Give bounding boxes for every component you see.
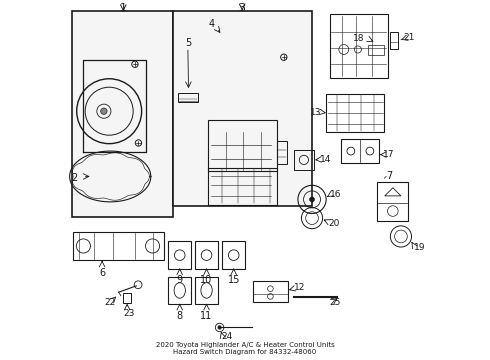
Bar xyxy=(326,94,384,132)
Bar xyxy=(341,139,379,163)
Text: 4: 4 xyxy=(208,19,215,29)
Text: 6: 6 xyxy=(99,268,105,278)
Text: 17: 17 xyxy=(383,150,395,159)
Bar xyxy=(368,45,384,55)
Text: 10: 10 xyxy=(200,275,213,285)
Text: 1: 1 xyxy=(120,3,127,13)
Text: 8: 8 xyxy=(177,311,183,320)
Text: 25: 25 xyxy=(330,298,341,307)
Bar xyxy=(195,277,218,304)
Text: 2020 Toyota Highlander A/C & Heater Control Units
Hazard Switch Diagram for 8433: 2020 Toyota Highlander A/C & Heater Cont… xyxy=(156,342,334,355)
Bar xyxy=(195,242,218,269)
Text: 13: 13 xyxy=(310,108,322,117)
Bar xyxy=(294,150,314,170)
Circle shape xyxy=(101,108,107,114)
Bar xyxy=(178,93,198,102)
Text: 19: 19 xyxy=(414,243,425,252)
Bar xyxy=(72,11,172,217)
Text: 23: 23 xyxy=(123,309,135,318)
Text: 20: 20 xyxy=(328,219,339,228)
Bar xyxy=(253,280,288,302)
Text: 3: 3 xyxy=(239,3,245,13)
Text: 2: 2 xyxy=(71,173,77,183)
Bar xyxy=(208,168,277,205)
Bar xyxy=(73,231,164,260)
Text: 9: 9 xyxy=(177,275,183,285)
Text: 16: 16 xyxy=(330,190,342,199)
Text: 22: 22 xyxy=(104,298,116,307)
Bar xyxy=(330,14,388,78)
Text: 14: 14 xyxy=(320,155,331,164)
Text: 18: 18 xyxy=(353,34,365,43)
Text: 12: 12 xyxy=(294,283,305,292)
Circle shape xyxy=(218,326,221,329)
Circle shape xyxy=(310,197,315,202)
Text: 5: 5 xyxy=(185,38,191,48)
Bar xyxy=(222,242,245,269)
Bar xyxy=(208,120,277,171)
Text: 11: 11 xyxy=(200,311,213,320)
Text: 24: 24 xyxy=(221,333,232,342)
Text: 15: 15 xyxy=(227,275,240,285)
Bar xyxy=(168,277,192,304)
Bar xyxy=(390,32,398,49)
Text: 7: 7 xyxy=(386,171,392,181)
Bar xyxy=(377,183,408,221)
Bar xyxy=(277,141,287,164)
Bar xyxy=(123,293,131,303)
Bar xyxy=(172,11,312,207)
Text: 21: 21 xyxy=(404,33,415,42)
Bar xyxy=(168,242,192,269)
